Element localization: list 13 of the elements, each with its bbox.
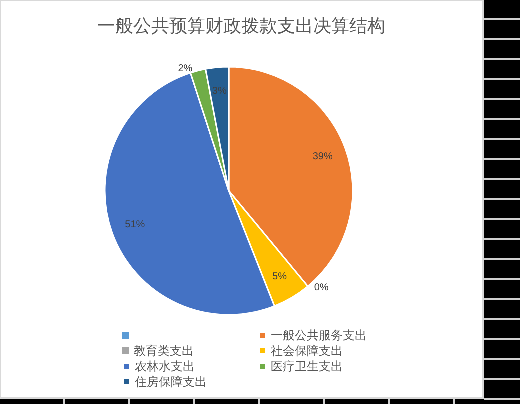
text: 0% (314, 282, 329, 294)
data-label: 51% (125, 219, 146, 230)
legend-label: 一般公共服务支出 (271, 328, 367, 342)
chart-title: 一般公共预算财政拨款支出决算结构 (98, 16, 386, 36)
legend-label: 社会保障支出 (271, 344, 343, 358)
data-label: 5% (272, 271, 288, 282)
data-label: 3% (212, 86, 227, 98)
legend-label: 教育类支出 (134, 344, 194, 358)
legend-label: 医疗卫生支出 (271, 360, 343, 374)
data-label: 2% (178, 63, 193, 74)
legend-label: 农林水支出 (135, 360, 195, 374)
data-label: 39% (312, 152, 333, 163)
legend-label: 住房保障支出 (134, 375, 207, 389)
